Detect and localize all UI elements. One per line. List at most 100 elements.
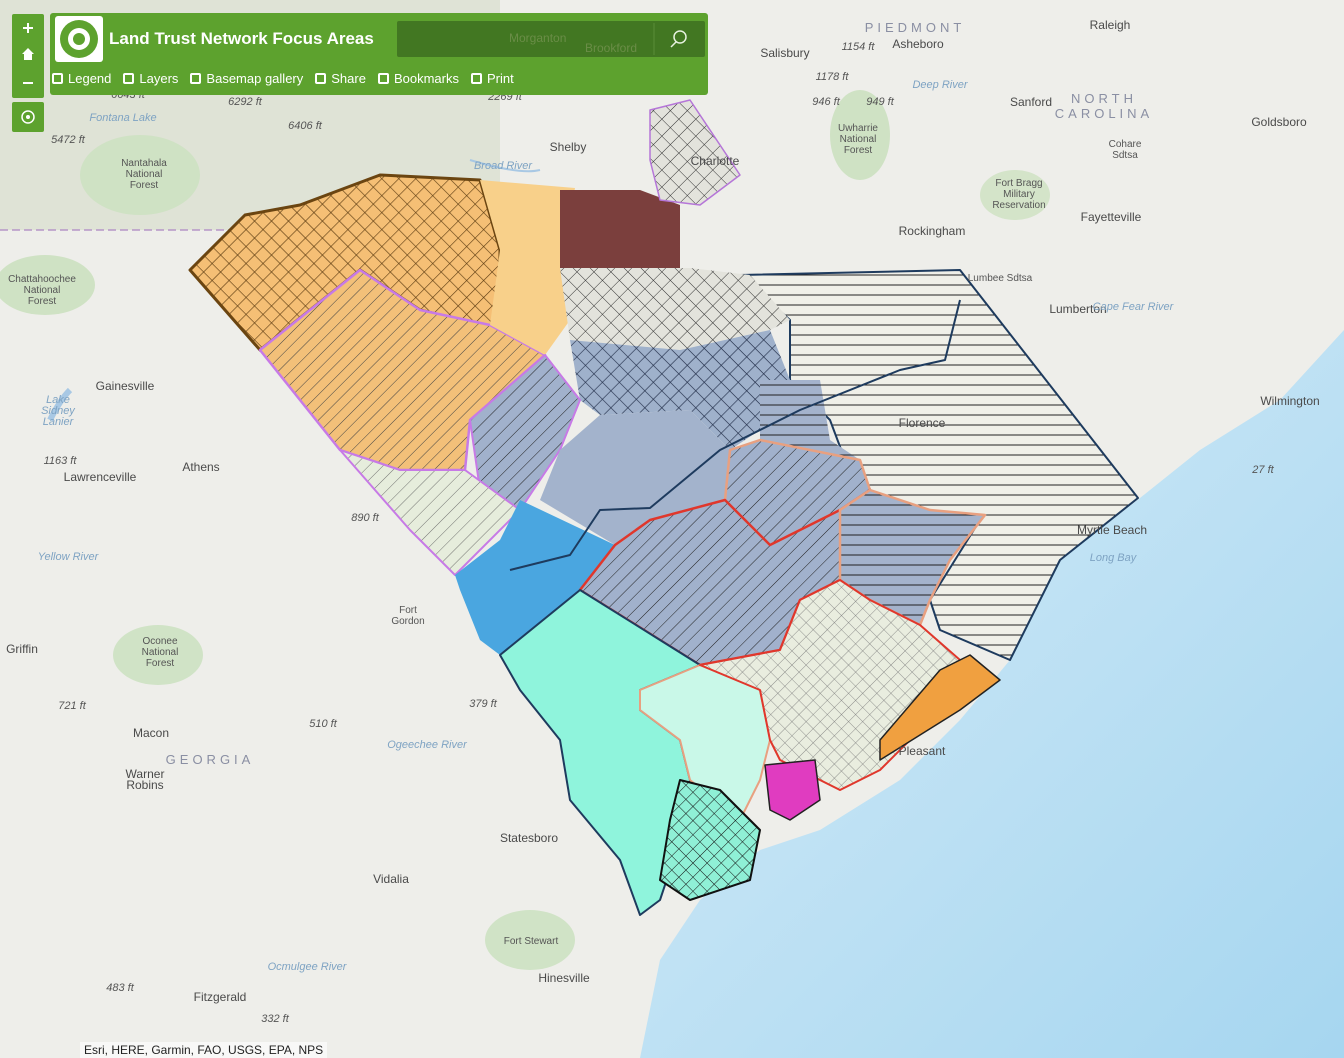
place-label: Yellow River	[38, 551, 100, 563]
place-label: PIEDMONT	[865, 20, 966, 35]
place-label: NORTH	[1071, 91, 1137, 106]
place-label: Sidney	[41, 405, 76, 417]
place-label: Forest	[130, 180, 159, 191]
place-label: 890 ft	[351, 512, 379, 524]
place-label: Gordon	[391, 616, 424, 627]
place-label: Lumbee Sdtsa	[968, 273, 1033, 284]
focus-area[interactable]	[455, 500, 615, 655]
place-label: Gainesville	[96, 379, 155, 393]
toolbar-button[interactable]: Layers	[123, 71, 178, 86]
place-label: 1154 ft	[842, 41, 876, 53]
place-label: Ogeechee River	[387, 739, 468, 751]
place-label: 1163 ft	[44, 455, 78, 467]
toolbar-icon	[315, 73, 327, 84]
logo-icon	[60, 20, 98, 58]
place-label: 510 ft	[309, 718, 337, 730]
place-label: National	[840, 134, 877, 145]
locate[interactable]	[12, 102, 44, 132]
toolbar-icon	[190, 73, 202, 84]
place-label: Fort Stewart	[504, 936, 559, 947]
place-label: Fontana Lake	[89, 112, 156, 124]
place-label: Goldsboro	[1251, 115, 1307, 129]
place-label: Lumberton	[1049, 302, 1106, 316]
place-label: 27 ft	[1251, 464, 1274, 476]
place-label: Athens	[182, 460, 219, 474]
boundary-line	[509, 299, 961, 571]
focus-area[interactable]	[659, 779, 761, 901]
place-label: Reservation	[992, 200, 1045, 211]
place-label: Statesboro	[500, 831, 558, 845]
place-label: Lawrenceville	[64, 470, 137, 484]
toolbar-label: Print	[486, 71, 514, 86]
place-label: Forest	[28, 296, 57, 307]
toolbar-label: Bookmarks	[393, 71, 459, 86]
focus-area[interactable]	[649, 99, 741, 206]
zoom-in[interactable]	[23, 23, 33, 33]
toolbar-label: Share	[331, 71, 366, 86]
place-label: Oconee	[142, 636, 177, 647]
place-label: Broad River	[474, 160, 533, 172]
place-label: Rockingham	[899, 224, 966, 238]
focus-area[interactable]	[570, 330, 790, 450]
zoom-controls	[12, 14, 44, 98]
place-label: Lanier	[43, 416, 75, 428]
zoom-icons	[22, 23, 34, 84]
place-label: National	[126, 169, 163, 180]
place-label: 946 ft	[812, 96, 840, 108]
place-label: 379 ft	[469, 698, 497, 710]
place-label: Lake	[46, 394, 70, 406]
focus-area[interactable]	[480, 180, 575, 355]
home[interactable]	[22, 48, 34, 60]
place-label: Fayetteville	[1081, 210, 1142, 224]
place-label: Sanford	[1010, 95, 1052, 109]
place-label: Warner	[126, 767, 165, 781]
focus-area[interactable]	[560, 268, 790, 350]
toolbar-button[interactable]: Share	[315, 71, 366, 86]
place-label: Robins	[126, 778, 163, 792]
place-label: Fort	[399, 605, 417, 616]
search-button[interactable]	[653, 21, 705, 57]
toolbar-button[interactable]: Bookmarks	[377, 71, 459, 86]
toolbar-icon	[470, 73, 482, 84]
place-label: National	[24, 285, 61, 296]
toolbar-label: Legend	[68, 71, 112, 86]
place-label: Wilmington	[1260, 394, 1319, 408]
focus-areas	[188, 99, 1139, 916]
logo	[55, 16, 103, 62]
place-label: Long Bay	[1090, 552, 1138, 564]
search-hint: Brookford	[585, 41, 638, 55]
search-hint: Morganton	[509, 31, 567, 45]
place-label: Cape Fear River	[1093, 301, 1175, 313]
place-label: Macon	[133, 726, 169, 740]
place-label: Fitzgerald	[194, 990, 247, 1004]
place-label: Raleigh	[1090, 18, 1131, 32]
focus-area[interactable]	[879, 654, 1001, 761]
header-panel: Land Trust Network Focus Areas Morganton…	[50, 13, 708, 95]
search-box[interactable]: Morganton Brookford	[397, 21, 705, 57]
place-label: Forest	[844, 145, 873, 156]
toolbar-label: Basemap gallery	[206, 71, 304, 86]
focus-area[interactable]	[764, 759, 821, 821]
toolbar-button[interactable]: Basemap gallery	[190, 71, 303, 86]
toolbar-icon	[123, 73, 135, 84]
place-label: 6406 ft	[288, 120, 323, 132]
app-title: Land Trust Network Focus Areas	[109, 29, 374, 48]
place-label: 1178 ft	[816, 71, 850, 83]
place-label: Deep River	[912, 79, 968, 91]
place-label: Shelby	[550, 140, 587, 154]
locate-icon	[21, 110, 35, 124]
focus-area[interactable]	[560, 190, 680, 268]
place-label: Pleasant	[899, 744, 946, 758]
toolbar-icon	[52, 73, 63, 84]
place-label: Forest	[146, 658, 175, 669]
toolbar-button[interactable]: Legend	[52, 71, 111, 86]
place-labels: Raleigh PIEDMONT Salisbury Asheboro 1154 ft 1…	[6, 18, 1320, 1025]
place-label: CAROLINA	[1055, 106, 1153, 121]
toolbar: Legend Layers Basemap gallery Share Bookmark…	[52, 71, 514, 86]
attribution: Esri, HERE, Garmin, FAO, USGS, EPA, NPS	[80, 1042, 328, 1058]
toolbar-button[interactable]: Print	[470, 71, 514, 86]
toolbar-label: Layers	[139, 71, 179, 86]
place-label: Uwharrie	[838, 123, 878, 134]
